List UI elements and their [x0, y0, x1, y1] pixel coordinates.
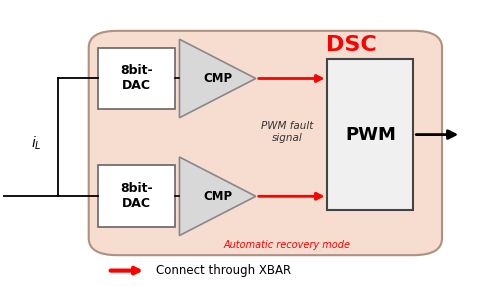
- Polygon shape: [179, 39, 256, 118]
- Text: 8bit-
DAC: 8bit- DAC: [120, 65, 153, 92]
- Text: CMP: CMP: [203, 72, 232, 85]
- FancyBboxPatch shape: [98, 48, 175, 109]
- Text: DSC: DSC: [326, 35, 377, 55]
- Text: Automatic recovery mode: Automatic recovery mode: [223, 240, 350, 250]
- Text: Connect through XBAR: Connect through XBAR: [156, 264, 291, 277]
- FancyBboxPatch shape: [327, 59, 413, 210]
- Text: $i_L$: $i_L$: [31, 134, 42, 152]
- Text: PWM: PWM: [345, 126, 396, 144]
- Text: CMP: CMP: [203, 190, 232, 203]
- FancyBboxPatch shape: [89, 31, 442, 255]
- Text: 8bit-
DAC: 8bit- DAC: [120, 182, 153, 210]
- Text: PWM fault
signal: PWM fault signal: [261, 121, 313, 143]
- Polygon shape: [179, 157, 256, 236]
- FancyBboxPatch shape: [98, 165, 175, 227]
